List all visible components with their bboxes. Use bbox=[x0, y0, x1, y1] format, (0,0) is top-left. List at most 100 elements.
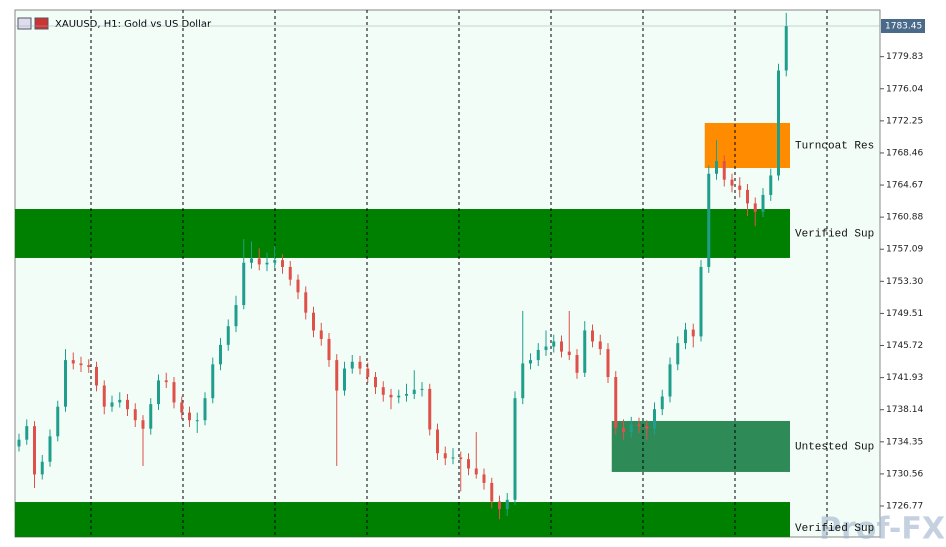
candle-body bbox=[521, 363, 525, 399]
candles bbox=[17, 12, 788, 520]
candle-body bbox=[149, 404, 153, 429]
zone bbox=[15, 209, 790, 258]
candle-body bbox=[273, 260, 277, 263]
candle-body bbox=[606, 349, 610, 378]
y-tick-label: 1745.72 bbox=[886, 341, 923, 351]
candle-body bbox=[257, 258, 261, 265]
candle-body bbox=[172, 382, 176, 403]
title-bar: XAUUSD, H1: Gold vs US Dollar bbox=[17, 17, 212, 30]
candle-body bbox=[428, 388, 432, 430]
candle-body bbox=[738, 185, 742, 190]
candle-body bbox=[676, 343, 680, 365]
candle-body bbox=[746, 189, 749, 204]
candle-body bbox=[668, 364, 672, 397]
y-tick-label: 1753.30 bbox=[886, 277, 923, 287]
candle-body bbox=[777, 70, 780, 176]
candle-body bbox=[188, 412, 191, 421]
candle-body bbox=[126, 399, 129, 410]
candle-body bbox=[474, 468, 478, 475]
candle-body bbox=[699, 266, 703, 337]
candle-body bbox=[133, 409, 137, 421]
candle-body bbox=[265, 262, 269, 265]
candle-body bbox=[343, 368, 346, 391]
period-separators bbox=[90, 10, 828, 537]
y-tick-label: 1764.67 bbox=[886, 181, 923, 191]
candle-body bbox=[505, 499, 509, 510]
candle-body bbox=[769, 175, 773, 195]
candle-body bbox=[226, 326, 230, 345]
candle-body bbox=[653, 409, 656, 429]
candle-body bbox=[64, 360, 67, 407]
candle-body bbox=[436, 429, 439, 454]
candle-body bbox=[560, 341, 563, 352]
candle-body bbox=[281, 260, 284, 267]
candle-body bbox=[684, 329, 687, 344]
candle-body bbox=[622, 427, 625, 433]
candle-body bbox=[48, 436, 52, 462]
candle-body bbox=[195, 420, 199, 422]
zone-label: Verified Sup bbox=[795, 228, 874, 240]
candle-body bbox=[40, 461, 44, 475]
y-tick-label: 1772.25 bbox=[886, 116, 923, 126]
candle-body bbox=[707, 173, 711, 267]
zone bbox=[704, 122, 790, 169]
candle-body bbox=[637, 424, 641, 427]
zone bbox=[15, 502, 790, 537]
zone-label: Verified Sup bbox=[795, 523, 874, 535]
candle-body bbox=[591, 330, 594, 342]
candle-body bbox=[490, 482, 494, 502]
candle-body bbox=[79, 363, 83, 366]
y-tick-label: 1760.88 bbox=[886, 213, 923, 223]
candle-body bbox=[180, 402, 184, 413]
candle-body bbox=[575, 355, 579, 373]
candle-body bbox=[412, 389, 416, 394]
candle-body bbox=[529, 360, 532, 364]
current-price-tag bbox=[881, 19, 925, 34]
candle-body bbox=[33, 426, 36, 475]
candle-body bbox=[312, 312, 315, 331]
candle-body bbox=[420, 388, 424, 390]
candle-body bbox=[645, 426, 649, 429]
candle-body bbox=[250, 258, 253, 263]
candle-body bbox=[350, 361, 354, 369]
candle-body bbox=[715, 161, 718, 174]
candle-body bbox=[118, 399, 122, 403]
y-tick-label: 1738.14 bbox=[886, 405, 923, 415]
candle-body bbox=[552, 341, 556, 347]
candle-body bbox=[482, 474, 486, 483]
candle-body bbox=[211, 364, 215, 399]
candle-body bbox=[467, 459, 470, 469]
candle-body bbox=[110, 402, 114, 407]
candle-body bbox=[17, 439, 21, 447]
candle-body bbox=[389, 394, 393, 398]
candle-body bbox=[730, 179, 734, 186]
y-tick-label: 1757.09 bbox=[886, 245, 923, 255]
zone-label: Untested Sup bbox=[795, 441, 874, 453]
y-tick-label: 1776.04 bbox=[886, 84, 923, 94]
y-tick-label: 1730.56 bbox=[886, 469, 923, 479]
candle-body bbox=[443, 453, 447, 459]
candle-body bbox=[141, 420, 145, 429]
candle-body bbox=[296, 279, 300, 293]
y-tick-label: 1749.51 bbox=[886, 309, 923, 319]
candle-body bbox=[614, 377, 618, 428]
y-tick-label: 1734.35 bbox=[886, 437, 923, 447]
candle-body bbox=[405, 393, 408, 396]
candle-body bbox=[242, 262, 246, 306]
candle-body bbox=[102, 385, 106, 407]
icon bbox=[34, 17, 49, 30]
candle-body bbox=[513, 398, 517, 500]
candle-body bbox=[56, 406, 60, 437]
watermark: Prof-FX bbox=[819, 512, 945, 547]
candle-body bbox=[335, 360, 339, 391]
candle-body bbox=[629, 424, 633, 433]
candle-body bbox=[567, 351, 571, 356]
candle-body bbox=[459, 457, 463, 460]
candle-body bbox=[451, 457, 455, 459]
candle-body bbox=[598, 341, 602, 350]
candle-body bbox=[203, 398, 207, 421]
y-tick-label: 1741.93 bbox=[886, 373, 923, 383]
candle-body bbox=[544, 346, 548, 350]
price-axis: 1779.83 1776.04 1772.25 1768.46 1764.67 1760.… bbox=[880, 19, 925, 512]
